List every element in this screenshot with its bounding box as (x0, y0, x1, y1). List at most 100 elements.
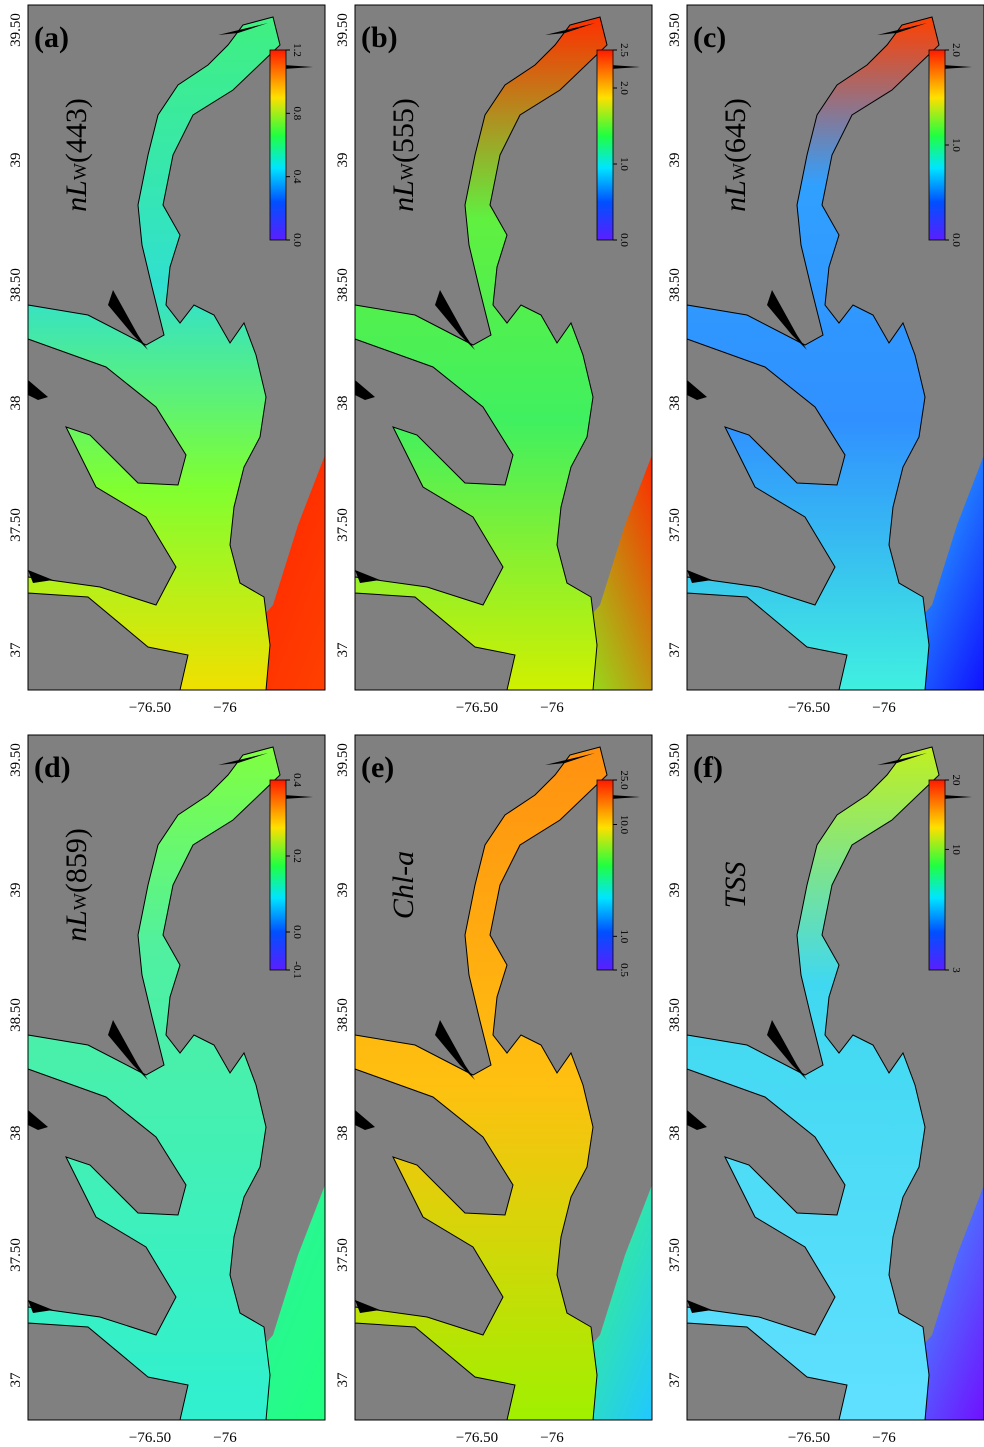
lat-tick-label: 37 (667, 642, 683, 658)
lat-tick-label: 39 (8, 883, 24, 898)
colorbar-tick-label: 0.0 (950, 233, 962, 247)
colorbar-tick-label: 1.0 (618, 929, 630, 943)
panel-label: (e) (361, 751, 394, 784)
lon-tick-label: −76 (540, 1430, 564, 1446)
colorbar-tick-label: 10.0 (618, 815, 630, 835)
lat-tick-label: 37.50 (667, 1238, 683, 1272)
colorbar-tick-label: 2.5 (618, 43, 630, 57)
colorbar (596, 779, 614, 971)
variable-rest: (645) (719, 98, 752, 163)
lat-tick-label: 38.50 (667, 268, 683, 302)
lon-tick-label: −76.50 (129, 1430, 171, 1446)
lat-tick-label: 37 (335, 1372, 351, 1388)
lat-tick-label: 39.50 (8, 13, 24, 47)
frame (354, 4, 653, 691)
map-panel: (e) Chl-a 39.50 39 38.50 38 37.50 37 −76.50 −76 0.… (335, 734, 653, 1446)
lat-tick-label: 38 (335, 1126, 351, 1141)
colorbar-tick-label: 2.0 (950, 43, 962, 57)
variable-sub: W (70, 893, 90, 910)
colorbar-tick-label: 0.4 (291, 773, 303, 787)
colorbar (928, 779, 946, 971)
lon-tick-label: −76 (213, 1430, 237, 1446)
lat-tick-label: 37 (667, 1372, 683, 1388)
lat-tick-label: 38 (667, 1126, 683, 1141)
lat-tick-label: 38.50 (335, 268, 351, 302)
variable-rest: (555) (387, 98, 420, 163)
frame (27, 4, 326, 691)
variable-sub: W (70, 163, 90, 180)
colorbar-tick-label: 20 (950, 775, 962, 787)
variable-italic: nL (719, 180, 752, 212)
colorbar (596, 49, 614, 241)
lat-tick-label: 39.50 (667, 743, 683, 777)
variable-italic: Chl-a (387, 851, 420, 919)
colorbar-tick-label: 1.0 (950, 138, 962, 152)
variable-sub: W (729, 163, 749, 180)
variable-sub: W (397, 163, 417, 180)
lat-tick-label: 37.50 (335, 508, 351, 542)
lat-tick-label: 38.50 (667, 998, 683, 1032)
variable-name: Chl-a (387, 851, 420, 919)
lat-tick-label: 39 (667, 883, 683, 898)
frame (354, 734, 653, 1421)
lat-tick-label: 37.50 (667, 508, 683, 542)
colorbar-tick-label: 10 (950, 844, 962, 856)
colorbar-tick-label: 0.0 (618, 233, 630, 247)
colorbar-tick-label: 0.5 (618, 963, 630, 977)
colorbar-tick-label: 0.8 (291, 106, 303, 120)
colorbar (928, 49, 946, 241)
frame (686, 4, 984, 691)
panel-label: (b) (361, 21, 398, 54)
lon-tick-label: −76 (213, 700, 237, 716)
lat-tick-label: 38 (8, 1126, 24, 1141)
lat-tick-label: 39.50 (8, 743, 24, 777)
lat-tick-label: 39 (335, 883, 351, 898)
frame (686, 734, 984, 1421)
lat-tick-label: 38 (8, 396, 24, 411)
colorbar-tick-label: 0.4 (291, 170, 303, 184)
lat-tick-label: 38.50 (8, 998, 24, 1032)
lat-tick-label: 38.50 (335, 998, 351, 1032)
variable-rest: (859) (60, 828, 93, 893)
panel-label: (d) (34, 751, 71, 784)
variable-italic: nL (387, 180, 420, 212)
variable-rest: (443) (60, 98, 93, 163)
lon-tick-label: −76.50 (788, 700, 830, 716)
lat-tick-label: 37.50 (8, 508, 24, 542)
variable-italic: TSS (719, 862, 752, 909)
lat-tick-label: 37 (335, 642, 351, 658)
map-panel: (f) TSS 39.50 39 38.50 38 37.50 37 −76.50 −76 3 10 2… (667, 734, 984, 1446)
lon-tick-label: −76.50 (788, 1430, 830, 1446)
map-panel: (b) nLW(555) 39.50 39 38.50 38 37.50 37 −76.50 −7… (335, 4, 653, 716)
map-panel: (c) nLW(645) 39.50 39 38.50 38 37.50 37 −76.50 −7… (667, 4, 984, 716)
lat-tick-label: 37 (8, 1372, 24, 1388)
colorbar-tick-label: 0.2 (291, 849, 303, 863)
lon-tick-label: −76 (540, 700, 564, 716)
variable-name: nLW(859) (60, 828, 93, 942)
colorbar (269, 49, 287, 241)
colorbar (269, 779, 287, 971)
variable-italic: nL (60, 910, 93, 942)
colorbar-tick-label: 2.0 (618, 81, 630, 95)
panel-label: (c) (693, 21, 726, 54)
lat-tick-label: 39 (667, 153, 683, 168)
lat-tick-label: 39.50 (335, 743, 351, 777)
lon-tick-label: −76 (872, 1430, 896, 1446)
lat-tick-label: 39.50 (335, 13, 351, 47)
colorbar-tick-label: 1.2 (291, 43, 303, 57)
lon-tick-label: −76.50 (129, 700, 171, 716)
variable-italic: nL (60, 180, 93, 212)
lat-tick-label: 37.50 (335, 1238, 351, 1272)
variable-name: nLW(443) (60, 98, 93, 212)
colorbar-tick-label: 1.0 (618, 157, 630, 171)
lat-tick-label: 37 (8, 642, 24, 658)
lat-tick-label: 39 (8, 153, 24, 168)
lat-tick-label: 37.50 (8, 1238, 24, 1272)
colorbar-tick-label: 0.0 (291, 925, 303, 939)
variable-name: TSS (719, 862, 752, 909)
lat-tick-label: 39 (335, 153, 351, 168)
colorbar-tick-label: -0.1 (291, 961, 303, 978)
colorbar-tick-label: 25.0 (618, 770, 630, 790)
